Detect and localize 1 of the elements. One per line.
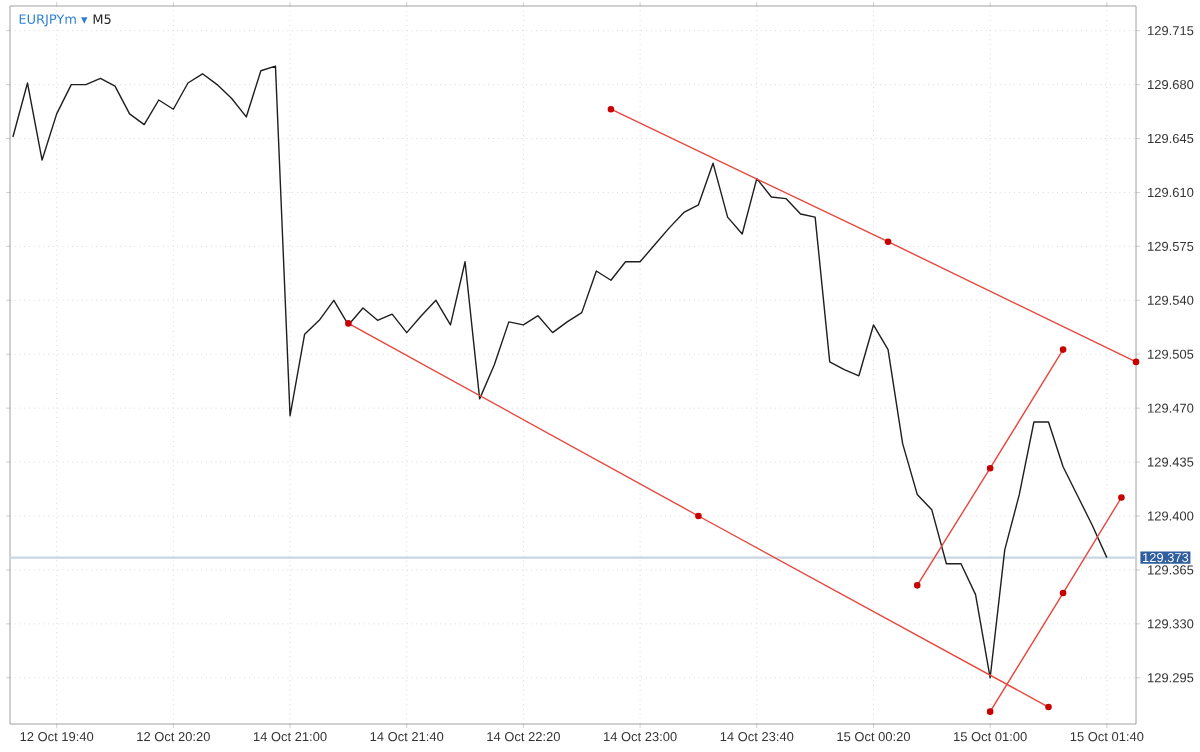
line-series [12, 65, 1108, 679]
